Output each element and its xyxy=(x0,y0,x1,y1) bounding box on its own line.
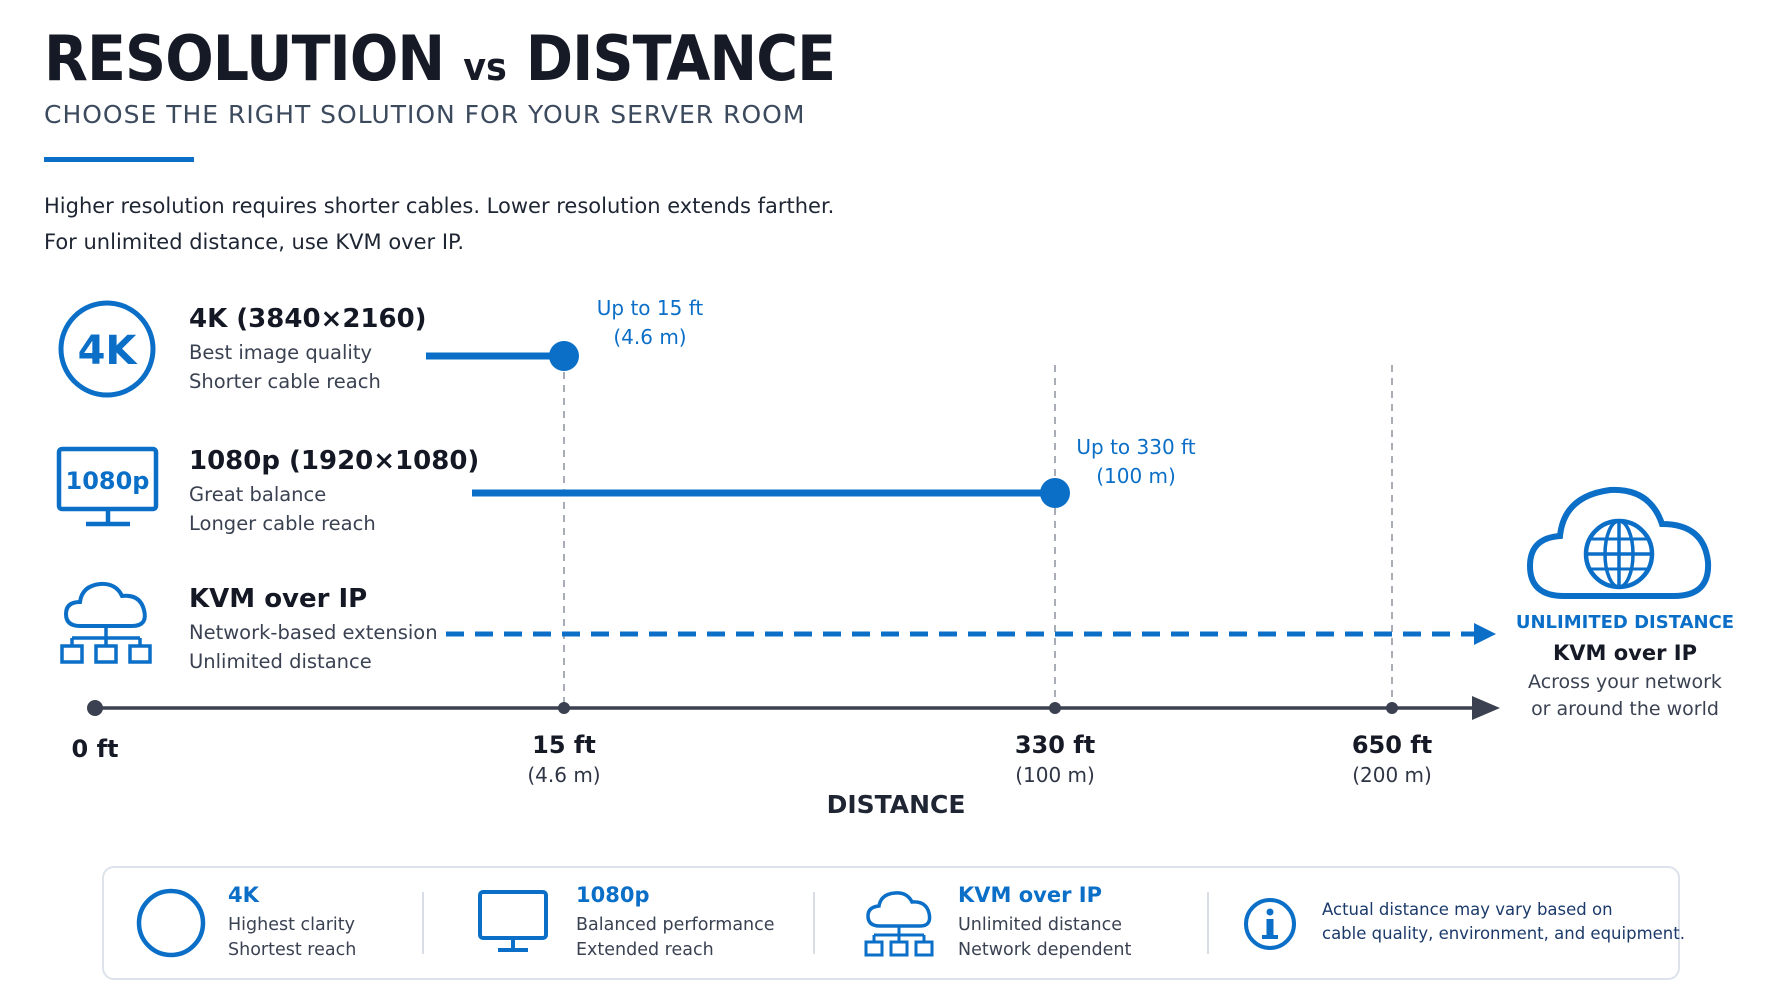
legend-kvm-title: KVM over IP xyxy=(958,883,1102,907)
unlimited-sub-2: or around the world xyxy=(1531,698,1719,720)
callout-1080p-line-1: Up to 330 ft xyxy=(1076,435,1196,459)
title-part-resolution: RESOLUTION xyxy=(44,22,445,95)
page-title: RESOLUTION vs DISTANCE xyxy=(44,22,836,95)
x-tick-label: 650 ft (200 m) xyxy=(1312,731,1472,787)
row-1080p: 1080p (1920×1080) Great balance Longer c… xyxy=(189,446,479,538)
page-subtitle: CHOOSE THE RIGHT SOLUTION FOR YOUR SERVE… xyxy=(44,100,806,129)
x-tick-label-ft: 330 ft xyxy=(1014,731,1096,759)
x-axis-tick-dot xyxy=(87,700,103,716)
legend-item-4k: 4K Highest clarity Shortest reach xyxy=(134,868,454,978)
legend-1080p-sub-1: Balanced performance xyxy=(576,915,775,935)
bar-end-dot-1080p xyxy=(1040,478,1070,508)
intro-line-2: For unlimited distance, use KVM over IP. xyxy=(44,230,465,254)
x-tick-label-ft: 0 ft xyxy=(71,735,119,763)
row-kvm-sub-2: Unlimited distance xyxy=(189,650,372,673)
note-line-1: Actual distance may vary based on xyxy=(1322,900,1613,919)
legend-divider xyxy=(422,892,424,954)
x-tick-label-m: (4.6 m) xyxy=(527,763,601,787)
callout-1080p-line-2: (100 m) xyxy=(1096,464,1176,488)
row-kvm: KVM over IP Network-based extension Unli… xyxy=(189,584,438,676)
cloud-network-icon xyxy=(60,581,152,664)
legend-panel: 4K Highest clarity Shortest reach 1080p … xyxy=(102,866,1685,980)
unlimited-heading: UNLIMITED DISTANCE xyxy=(1515,612,1735,633)
legend-kvm-sub-1: Unlimited distance xyxy=(958,915,1122,935)
x-tick-label-m: (200 m) xyxy=(1352,763,1432,787)
unlimited-distance-panel: UNLIMITED DISTANCE KVM over IP Across yo… xyxy=(1500,612,1750,723)
row-1080p-title: 1080p (1920×1080) xyxy=(189,446,480,476)
callout-4k-line-2: (4.6 m) xyxy=(613,325,687,349)
unlimited-title: KVM over IP xyxy=(1553,641,1697,665)
x-axis-title: DISTANCE xyxy=(826,790,966,819)
bar-end-dot-4k xyxy=(549,341,579,371)
x-axis-tick-dot xyxy=(1049,702,1061,714)
row-1080p-sub-2: Longer cable reach xyxy=(189,512,376,535)
callout-4k-line-1: Up to 15 ft xyxy=(596,296,704,320)
legend-item-1080p: 1080p Balanced performance Extended reac… xyxy=(476,868,816,978)
legend-divider xyxy=(813,892,815,954)
legend-kvm-sub-2: Network dependent xyxy=(958,940,1132,960)
svg-text:1080p: 1080p xyxy=(66,467,150,495)
x-tick-label: 0 ft xyxy=(15,735,175,763)
note-line-2: cable quality, environment, and equipmen… xyxy=(1322,924,1685,943)
row-kvm-sub-1: Network-based extension xyxy=(189,621,438,644)
x-tick-label: 15 ft (4.6 m) xyxy=(484,731,644,787)
row-kvm-title: KVM over IP xyxy=(189,584,368,614)
x-tick-label: 330 ft (100 m) xyxy=(975,731,1135,787)
legend-4k-sub-1: Highest clarity xyxy=(228,915,356,935)
callout-4k: Up to 15 ft (4.6 m) xyxy=(570,294,730,352)
svg-text:4K: 4K xyxy=(78,328,139,374)
legend-4k-sub-2: Shortest reach xyxy=(228,940,357,960)
monitor-1080p-icon: 1080p xyxy=(56,446,159,527)
cloud-network-icon xyxy=(864,891,934,957)
legend-note: Actual distance may vary based on cable … xyxy=(1242,868,1685,978)
row-4k-title: 4K (3840×2160) xyxy=(189,304,427,334)
row-4k-sub-1: Best image quality xyxy=(189,341,373,364)
monitor-icon xyxy=(478,890,548,952)
row-4k-sub-2: Shorter cable reach xyxy=(189,370,381,393)
x-tick-label-m: (100 m) xyxy=(1015,763,1095,787)
x-tick-label-ft: 650 ft xyxy=(1351,731,1433,759)
accent-rule xyxy=(44,157,194,162)
x-axis-tick-dot xyxy=(1386,702,1398,714)
x-tick-label-ft: 15 ft xyxy=(532,731,596,759)
legend-1080p-sub-2: Extended reach xyxy=(576,940,714,960)
kvm-arrow-icon xyxy=(1474,623,1496,645)
cloud-globe-icon xyxy=(1526,486,1712,599)
callout-1080p: Up to 330 ft (100 m) xyxy=(1056,433,1216,491)
intro-line-1: Higher resolution requires shorter cable… xyxy=(44,194,835,218)
x-axis-arrow-icon xyxy=(1472,696,1500,720)
legend-1080p-title: 1080p xyxy=(576,883,650,907)
x-axis-tick-dot xyxy=(558,702,570,714)
legend-divider xyxy=(1207,892,1209,954)
4k-badge-icon: 4K xyxy=(58,300,156,398)
circle-outline-icon xyxy=(136,888,206,958)
unlimited-sub: Across your network or around the world xyxy=(1500,669,1750,723)
title-part-distance: DISTANCE xyxy=(525,22,836,95)
info-icon xyxy=(1244,898,1296,950)
title-part-vs: vs xyxy=(463,45,507,89)
row-4k: 4K (3840×2160) Best image quality Shorte… xyxy=(189,304,427,396)
row-1080p-sub-1: Great balance xyxy=(189,483,327,506)
legend-item-kvm: KVM over IP Unlimited distance Network d… xyxy=(862,868,1202,978)
unlimited-sub-1: Across your network xyxy=(1528,671,1722,693)
legend-4k-title: 4K xyxy=(228,883,259,907)
